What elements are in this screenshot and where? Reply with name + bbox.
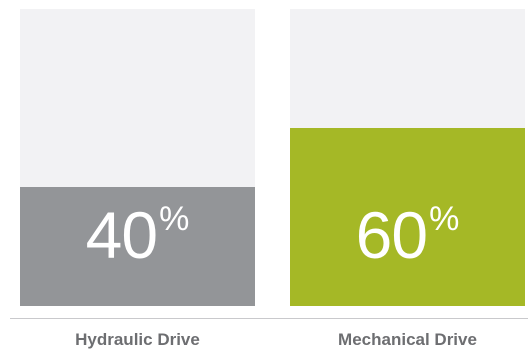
percent-sign: % [429,200,460,238]
bar-column-hydraulic: 40 % [20,9,255,306]
data-label-value: 60 [355,198,428,272]
percent-sign: % [159,200,190,238]
x-axis-line [10,318,528,319]
category-label-mechanical: Mechanical Drive [338,330,477,349]
bar-mechanical-drive: 60 % [290,128,525,306]
bar-hydraulic-drive: 40 % [20,187,255,306]
data-label-mechanical: 60 % [356,202,460,268]
data-label-value: 40 [85,198,158,272]
category-label-hydraulic: Hydraulic Drive [75,330,200,349]
data-label-hydraulic: 40 % [86,202,190,268]
bar-column-mechanical: 60 % [290,9,525,306]
